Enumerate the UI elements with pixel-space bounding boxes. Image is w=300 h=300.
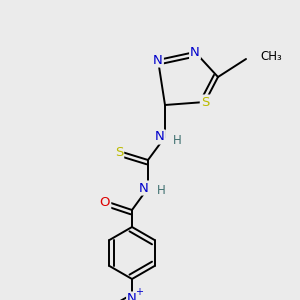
Text: N: N [190,46,200,59]
Text: N: N [127,292,137,300]
Text: +: + [135,287,143,297]
Text: CH₃: CH₃ [260,50,282,64]
Text: S: S [115,146,123,158]
Text: S: S [201,95,209,109]
Text: N: N [153,53,163,67]
Text: H: H [172,134,182,146]
Text: O: O [100,196,110,208]
Text: N: N [139,182,149,194]
Text: H: H [157,184,165,197]
Text: N: N [155,130,165,143]
